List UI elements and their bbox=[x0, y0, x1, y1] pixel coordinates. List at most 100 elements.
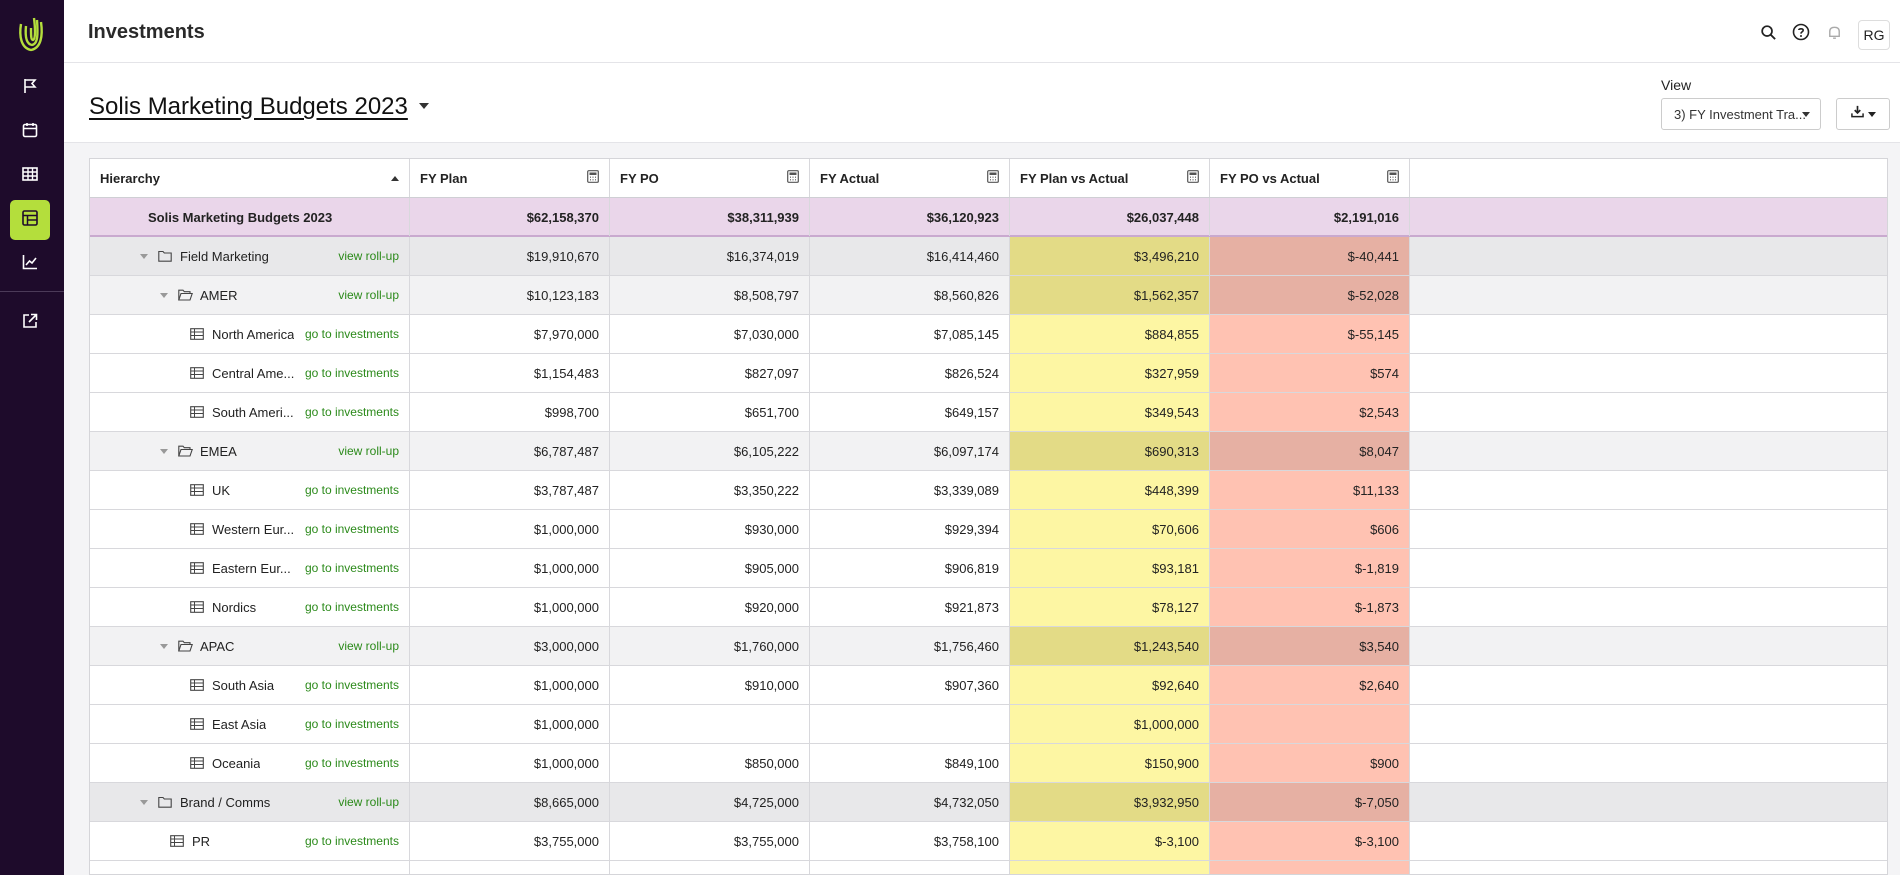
folder-icon bbox=[158, 796, 172, 808]
nav-external[interactable] bbox=[10, 303, 50, 343]
nav-investments[interactable] bbox=[10, 200, 50, 240]
hierarchy-cell: Oceania go to investments bbox=[90, 744, 410, 782]
fy-po-cell: $7,030,000 bbox=[610, 315, 810, 353]
budget-selector-caret-icon[interactable] bbox=[419, 103, 429, 109]
fy-plan-vs-actual-cell: $690,313 bbox=[1010, 432, 1210, 470]
go-to-investments-link[interactable]: go to investments bbox=[304, 834, 399, 848]
hierarchy-cell: North America go to investments bbox=[90, 315, 410, 353]
column-header-hierarchy[interactable]: Hierarchy bbox=[90, 159, 410, 197]
fy-actual-cell: $16,414,460 bbox=[810, 237, 1010, 275]
row-label: UK bbox=[212, 482, 231, 498]
go-to-investments-link[interactable]: go to investments bbox=[304, 561, 399, 575]
hierarchy-cell: Field Marketing view roll-up bbox=[90, 237, 410, 275]
go-to-investments-link[interactable]: go to investments bbox=[304, 327, 399, 341]
expand-caret-icon[interactable] bbox=[160, 643, 168, 649]
empty-cell bbox=[1410, 627, 1887, 665]
app-logo-icon[interactable] bbox=[15, 14, 49, 54]
row-label: APAC bbox=[200, 638, 235, 654]
page-title: Investments bbox=[88, 21, 205, 43]
fy-plan-cell: $10,123,183 bbox=[410, 276, 610, 314]
table-row: Nordics go to investments $1,000,000 $920,0… bbox=[90, 588, 1887, 627]
nav-calendar[interactable] bbox=[10, 112, 50, 152]
nav-reports[interactable] bbox=[10, 244, 50, 284]
view-roll-up-link[interactable]: view roll-up bbox=[338, 288, 399, 302]
column-header-fy-po[interactable]: FY PO bbox=[610, 159, 810, 197]
table-row: PR go to investments $3,755,000 $3,755,000 $… bbox=[90, 822, 1887, 861]
view-roll-up-link[interactable]: view roll-up bbox=[338, 639, 399, 653]
hierarchy-cell: South Asia go to investments bbox=[90, 666, 410, 704]
hierarchy-cell: PR go to investments bbox=[90, 822, 410, 860]
row-label: Oceania bbox=[212, 755, 261, 771]
user-avatar[interactable]: RG bbox=[1858, 20, 1890, 50]
fy-actual-cell: $921,873 bbox=[810, 588, 1010, 626]
fy-actual-cell: $906,819 bbox=[810, 549, 1010, 587]
download-button[interactable] bbox=[1836, 98, 1890, 130]
calculator-icon[interactable] bbox=[1387, 170, 1399, 186]
nav-plans[interactable] bbox=[10, 68, 50, 108]
fy-plan-cell: $1,000,000 bbox=[410, 744, 610, 782]
go-to-investments-link[interactable]: go to investments bbox=[304, 756, 399, 770]
fy-po-vs-actual-cell: $-55,145 bbox=[1210, 315, 1410, 353]
view-roll-up-link[interactable]: view roll-up bbox=[338, 795, 399, 809]
expand-caret-icon[interactable] bbox=[160, 292, 168, 298]
go-to-investments-link[interactable]: go to investments bbox=[304, 717, 399, 731]
calculator-icon[interactable] bbox=[1187, 170, 1199, 186]
view-label: View bbox=[1661, 77, 1692, 93]
hierarchy-cell bbox=[90, 861, 410, 874]
budget-title[interactable]: Solis Marketing Budgets 2023 bbox=[89, 93, 408, 120]
expand-caret-icon[interactable] bbox=[140, 799, 148, 805]
view-select[interactable]: 3) FY Investment Tra... bbox=[1661, 98, 1821, 130]
search-icon[interactable] bbox=[1758, 22, 1778, 42]
row-label: Western Eur... bbox=[212, 521, 295, 537]
go-to-investments-link[interactable]: go to investments bbox=[304, 522, 399, 536]
nav-grid[interactable] bbox=[10, 156, 50, 196]
row-label: Brand / Comms bbox=[180, 794, 271, 810]
fy-po-vs-actual-cell: $3,540 bbox=[1210, 627, 1410, 665]
help-icon[interactable] bbox=[1791, 22, 1811, 42]
fy-actual-cell: $907,360 bbox=[810, 666, 1010, 704]
column-header-fy-plan[interactable]: FY Plan bbox=[410, 159, 610, 197]
row-label: AMER bbox=[200, 287, 238, 303]
go-to-investments-link[interactable]: go to investments bbox=[304, 600, 399, 614]
total-fy-po: $38,311,939 bbox=[610, 198, 810, 236]
column-header-fy-plan-vs-actual[interactable]: FY Plan vs Actual bbox=[1010, 159, 1210, 197]
view-roll-up-link[interactable]: view roll-up bbox=[338, 444, 399, 458]
fy-po-vs-actual-cell: $-52,028 bbox=[1210, 276, 1410, 314]
fy-po-vs-actual-cell: $-3,100 bbox=[1210, 822, 1410, 860]
column-header-fy-po-vs-actual[interactable]: FY PO vs Actual bbox=[1210, 159, 1410, 197]
fy-plan-vs-actual-cell: $78,127 bbox=[1010, 588, 1210, 626]
calculator-icon[interactable] bbox=[987, 170, 999, 186]
calculator-icon[interactable] bbox=[787, 170, 799, 186]
column-header-fy-actual[interactable]: FY Actual bbox=[810, 159, 1010, 197]
sort-ascending-icon[interactable] bbox=[391, 175, 399, 181]
top-bar: Investments RG bbox=[64, 0, 1900, 63]
fy-actual-cell: $7,085,145 bbox=[810, 315, 1010, 353]
row-label: EMEA bbox=[200, 443, 237, 459]
fy-plan-vs-actual-cell bbox=[1010, 861, 1210, 874]
chevron-down-icon bbox=[1867, 111, 1876, 117]
row-label: Nordics bbox=[212, 599, 257, 615]
table-row bbox=[90, 861, 1887, 874]
go-to-investments-link[interactable]: go to investments bbox=[304, 405, 399, 419]
table-icon bbox=[190, 601, 204, 613]
empty-cell bbox=[1410, 783, 1887, 821]
empty-cell bbox=[1410, 822, 1887, 860]
folder-open-icon bbox=[178, 445, 193, 457]
go-to-investments-link[interactable]: go to investments bbox=[304, 366, 399, 380]
go-to-investments-link[interactable]: go to investments bbox=[304, 483, 399, 497]
view-roll-up-link[interactable]: view roll-up bbox=[338, 249, 399, 263]
fy-plan-cell: $998,700 bbox=[410, 393, 610, 431]
fy-plan-cell: $1,000,000 bbox=[410, 510, 610, 548]
expand-caret-icon[interactable] bbox=[140, 253, 148, 259]
go-to-investments-link[interactable]: go to investments bbox=[304, 678, 399, 692]
expand-caret-icon[interactable] bbox=[160, 448, 168, 454]
flag-icon bbox=[21, 77, 39, 100]
bell-icon[interactable] bbox=[1824, 22, 1844, 42]
row-label: North America bbox=[212, 326, 295, 342]
hierarchy-cell: UK go to investments bbox=[90, 471, 410, 509]
group-row: EMEA view roll-up $6,787,487 $6,105,222 $6,0… bbox=[90, 432, 1887, 471]
fy-plan-cell bbox=[410, 861, 610, 874]
fy-actual-cell: $8,560,826 bbox=[810, 276, 1010, 314]
total-row: Solis Marketing Budgets 2023 $62,158,370… bbox=[90, 198, 1887, 237]
calculator-icon[interactable] bbox=[587, 170, 599, 186]
